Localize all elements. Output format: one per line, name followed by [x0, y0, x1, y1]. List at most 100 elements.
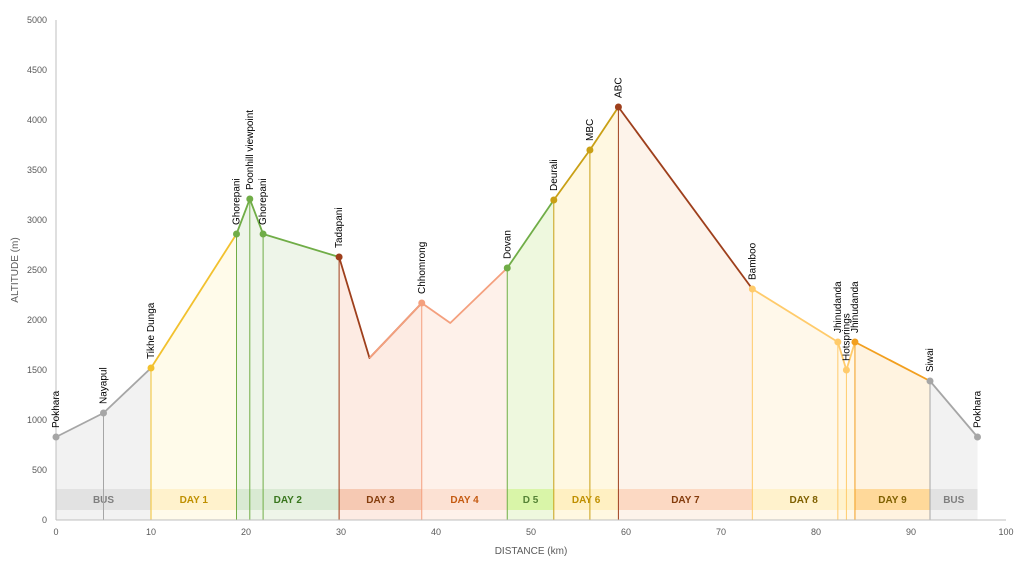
area-fill-4	[421, 268, 508, 520]
point-label: Siwai	[925, 348, 936, 372]
route-point	[926, 377, 934, 385]
route-point	[100, 409, 107, 417]
route-point	[246, 195, 254, 203]
day-band-6	[553, 489, 619, 510]
route-point	[748, 285, 756, 293]
point-label: Ghorepani	[232, 178, 243, 225]
area-fill-1	[151, 234, 237, 520]
area-fill-2	[236, 199, 340, 520]
x-tick-label: 70	[716, 527, 726, 537]
day-band-label: DAY 2	[274, 495, 303, 506]
x-tick-label: 0	[53, 527, 58, 537]
route-segment-10	[854, 341, 931, 382]
route-point	[259, 230, 267, 238]
y-tick-label: 4000	[27, 115, 47, 125]
point-label: Dovan	[502, 230, 513, 259]
point-label: Ghorepani	[258, 178, 269, 225]
x-tick-label: 60	[621, 527, 631, 537]
y-tick-label: 1500	[27, 365, 47, 375]
y-tick-label: 3000	[27, 215, 47, 225]
day-band-label: DAY 9	[878, 495, 907, 506]
area-fill-5	[507, 200, 554, 520]
route-segment-8	[617, 106, 754, 290]
day-bands: BUS DAY 1 DAY 2 DAY 3 DAY 4 D 5 DAY 6 DAY 7 DAY …	[56, 489, 978, 510]
x-axis-title: DISTANCE (km)	[495, 546, 568, 557]
point-label: Hotsprings	[841, 313, 852, 361]
x-tick-label: 80	[811, 527, 821, 537]
day-band-5	[507, 489, 554, 510]
point-label: Pokhara	[51, 390, 62, 428]
y-tick-label: 500	[32, 465, 47, 475]
area-fills	[56, 107, 978, 520]
route-point	[52, 433, 60, 441]
x-tick-label: 20	[241, 527, 251, 537]
day-band-label: DAY 8	[789, 495, 818, 506]
point-labels: Pokhara Nayapul Tikhe Dunga GhorepaniPoonhi…	[51, 77, 984, 428]
point-label: Chhomrong	[417, 242, 428, 294]
area-fill-10	[930, 381, 978, 520]
drop-lines	[103, 107, 931, 520]
day-band-label: DAY 3	[366, 495, 395, 506]
y-axis-title: ALTITUDE (m)	[10, 237, 21, 302]
day-band-3	[339, 489, 422, 510]
day-band-label: DAY 6	[572, 495, 601, 506]
route-point	[418, 299, 426, 307]
day-band-8	[752, 489, 855, 510]
point-label: MBC	[585, 119, 596, 141]
route-segment-2	[235, 198, 340, 258]
area-fill-7	[618, 107, 753, 520]
day-band-10	[930, 489, 978, 510]
x-tick-label: 30	[336, 527, 346, 537]
point-label: Nayapul	[99, 367, 110, 404]
y-tick-label: 4500	[27, 65, 47, 75]
route-point	[147, 364, 155, 372]
route-segment-5	[368, 267, 508, 359]
x-tick-label: 10	[146, 527, 156, 537]
route-segment-9	[751, 288, 856, 371]
area-fill-3	[339, 257, 422, 520]
day-band-4	[421, 489, 508, 510]
point-label: Pokhara	[973, 390, 984, 428]
point-label: Bamboo	[747, 242, 758, 280]
area-fill-9	[854, 342, 930, 520]
point-label: Tikhe Dunga	[146, 302, 157, 359]
day-band-label: D 5	[523, 495, 539, 506]
route-point	[851, 338, 859, 346]
day-band-1	[151, 489, 237, 510]
y-tick-label: 1000	[27, 415, 47, 425]
point-label: Tadapani	[334, 207, 345, 248]
route-segment-1	[150, 233, 238, 369]
route-point	[614, 103, 622, 111]
day-band-label: DAY 4	[450, 495, 479, 506]
x-tick-label: 50	[526, 527, 536, 537]
area-fill-6	[553, 107, 619, 520]
point-label: Deurali	[549, 159, 560, 191]
route-point	[335, 253, 343, 261]
point-label: Jhinudanda	[850, 281, 861, 333]
route-point	[974, 433, 981, 441]
route-point	[834, 338, 842, 346]
point-label: Jhinudanda	[833, 281, 844, 333]
y-tick-label: 5000	[27, 15, 47, 25]
y-tick-label: 2500	[27, 265, 47, 275]
y-tick-label: 2000	[27, 315, 47, 325]
route-point	[550, 196, 558, 204]
route-point	[233, 230, 240, 238]
route-points	[52, 103, 981, 441]
point-label: Poonhill viewpoint	[245, 110, 256, 190]
route-point	[586, 146, 594, 154]
x-tick-labels: 0 10 20 30 40 50 60 70 80 90 100	[53, 527, 1013, 537]
route-segment-11	[929, 380, 979, 438]
day-band-label: DAY 7	[671, 495, 700, 506]
y-tick-label: 0	[42, 515, 47, 525]
y-tick-label: 3500	[27, 165, 47, 175]
x-tick-label: 100	[998, 527, 1013, 537]
day-band-7	[618, 489, 753, 510]
area-fill-8	[752, 289, 855, 520]
day-band-label: DAY 1	[180, 495, 209, 506]
x-tick-label: 90	[906, 527, 916, 537]
day-band-2	[236, 489, 340, 510]
route-segment-6	[506, 199, 555, 269]
route-point	[842, 366, 850, 374]
